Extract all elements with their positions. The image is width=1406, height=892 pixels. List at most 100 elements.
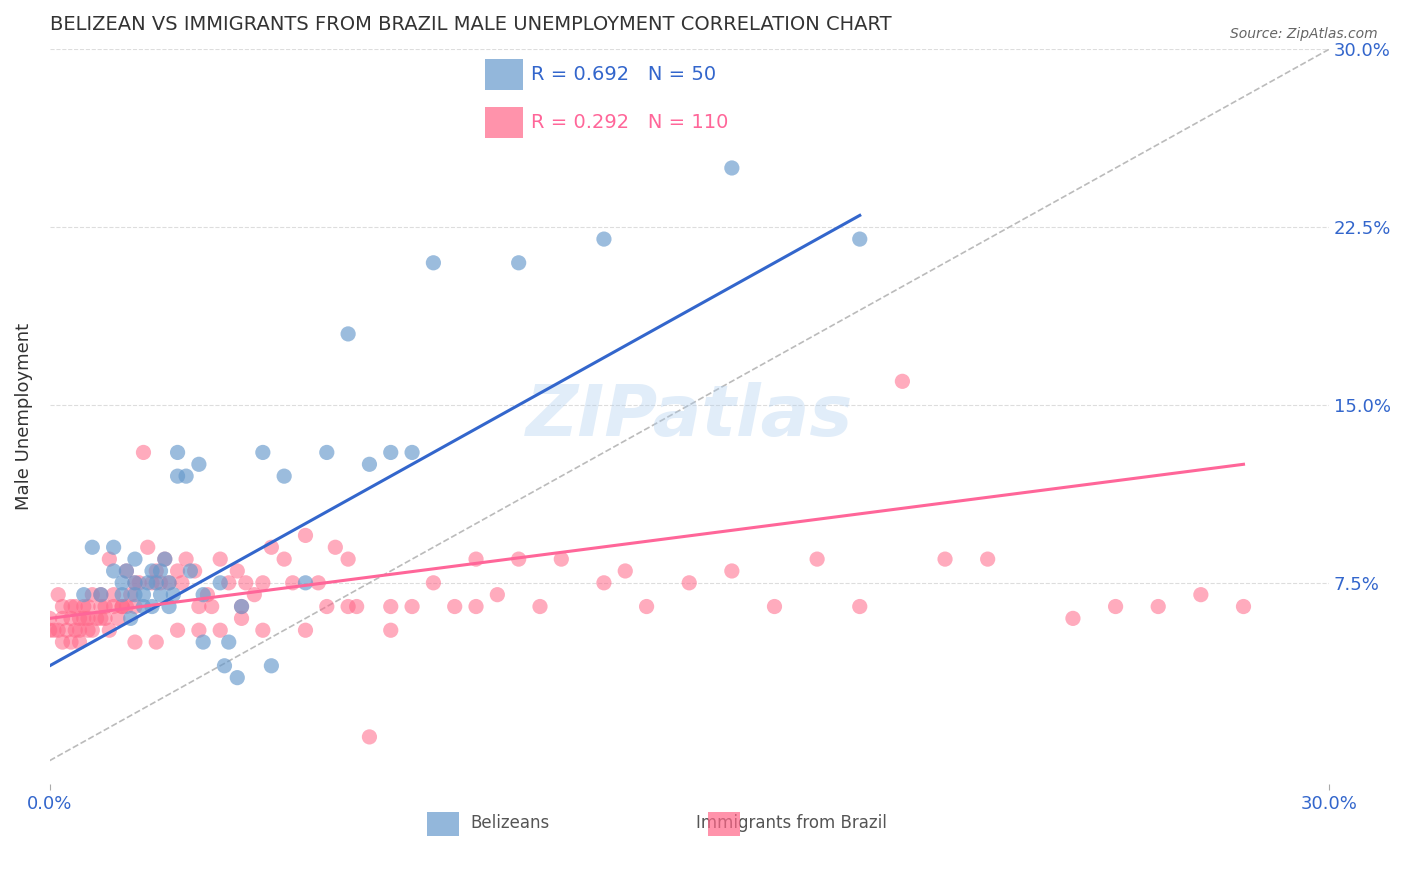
Belizeans bbox=[294, 575, 316, 590]
Belizeans bbox=[103, 564, 125, 578]
Belizeans bbox=[111, 575, 134, 590]
Belizeans bbox=[124, 552, 146, 566]
Immigrants from Brazil bbox=[183, 564, 205, 578]
Belizeans bbox=[315, 445, 337, 459]
Bar bbox=[709, 813, 741, 836]
Belizeans bbox=[136, 575, 159, 590]
Belizeans bbox=[252, 445, 274, 459]
Immigrants from Brazil bbox=[1232, 599, 1254, 614]
Immigrants from Brazil bbox=[42, 624, 65, 638]
Immigrants from Brazil bbox=[46, 588, 69, 602]
Immigrants from Brazil bbox=[359, 730, 381, 744]
Bar bbox=[485, 59, 523, 90]
Immigrants from Brazil bbox=[166, 564, 188, 578]
Immigrants from Brazil bbox=[115, 564, 138, 578]
Belizeans bbox=[132, 588, 155, 602]
Belizeans bbox=[82, 541, 104, 555]
Belizeans bbox=[103, 541, 125, 555]
Immigrants from Brazil bbox=[65, 599, 87, 614]
Immigrants from Brazil bbox=[315, 599, 337, 614]
Immigrants from Brazil bbox=[401, 599, 423, 614]
Immigrants from Brazil bbox=[69, 624, 91, 638]
Immigrants from Brazil bbox=[124, 635, 146, 649]
Belizeans bbox=[214, 658, 236, 673]
Belizeans bbox=[111, 588, 134, 602]
Immigrants from Brazil bbox=[721, 564, 744, 578]
Belizeans bbox=[209, 575, 232, 590]
Immigrants from Brazil bbox=[51, 635, 73, 649]
Belizeans bbox=[179, 564, 201, 578]
Belizeans bbox=[145, 575, 167, 590]
Belizeans bbox=[166, 469, 188, 483]
Belizeans bbox=[153, 552, 176, 566]
Immigrants from Brazil bbox=[763, 599, 786, 614]
Immigrants from Brazil bbox=[98, 552, 121, 566]
Immigrants from Brazil bbox=[235, 575, 257, 590]
Immigrants from Brazil bbox=[51, 599, 73, 614]
Immigrants from Brazil bbox=[107, 611, 129, 625]
Belizeans bbox=[174, 469, 197, 483]
Text: Belizeans: Belizeans bbox=[471, 814, 550, 832]
Immigrants from Brazil bbox=[115, 599, 138, 614]
Immigrants from Brazil bbox=[273, 552, 295, 566]
Belizeans bbox=[73, 588, 96, 602]
Immigrants from Brazil bbox=[465, 599, 488, 614]
Immigrants from Brazil bbox=[243, 588, 266, 602]
Belizeans bbox=[162, 588, 184, 602]
Immigrants from Brazil bbox=[73, 611, 96, 625]
Immigrants from Brazil bbox=[103, 599, 125, 614]
Belizeans bbox=[231, 599, 253, 614]
Immigrants from Brazil bbox=[187, 624, 209, 638]
Immigrants from Brazil bbox=[69, 611, 91, 625]
Text: ZIPatlas: ZIPatlas bbox=[526, 383, 853, 451]
Immigrants from Brazil bbox=[231, 599, 253, 614]
Immigrants from Brazil bbox=[281, 575, 304, 590]
Belizeans bbox=[115, 564, 138, 578]
Immigrants from Brazil bbox=[149, 575, 172, 590]
Immigrants from Brazil bbox=[124, 599, 146, 614]
Immigrants from Brazil bbox=[443, 599, 465, 614]
Immigrants from Brazil bbox=[231, 611, 253, 625]
Text: BELIZEAN VS IMMIGRANTS FROM BRAZIL MALE UNEMPLOYMENT CORRELATION CHART: BELIZEAN VS IMMIGRANTS FROM BRAZIL MALE … bbox=[49, 15, 891, 34]
Immigrants from Brazil bbox=[77, 611, 100, 625]
Belizeans bbox=[166, 445, 188, 459]
Immigrants from Brazil bbox=[593, 575, 616, 590]
Immigrants from Brazil bbox=[73, 599, 96, 614]
Belizeans bbox=[90, 588, 112, 602]
Immigrants from Brazil bbox=[1104, 599, 1126, 614]
Immigrants from Brazil bbox=[38, 624, 60, 638]
Belizeans bbox=[149, 588, 172, 602]
Immigrants from Brazil bbox=[166, 624, 188, 638]
Immigrants from Brazil bbox=[38, 611, 60, 625]
Immigrants from Brazil bbox=[226, 564, 249, 578]
Belizeans bbox=[157, 599, 180, 614]
Immigrants from Brazil bbox=[94, 611, 117, 625]
Immigrants from Brazil bbox=[201, 599, 224, 614]
Belizeans bbox=[187, 458, 209, 472]
Immigrants from Brazil bbox=[69, 635, 91, 649]
Immigrants from Brazil bbox=[59, 611, 82, 625]
Belizeans bbox=[721, 161, 744, 175]
Text: Source: ZipAtlas.com: Source: ZipAtlas.com bbox=[1230, 27, 1378, 41]
Immigrants from Brazil bbox=[197, 588, 219, 602]
Bar bbox=[485, 107, 523, 137]
Belizeans bbox=[141, 564, 163, 578]
Belizeans bbox=[593, 232, 616, 246]
Immigrants from Brazil bbox=[252, 624, 274, 638]
Immigrants from Brazil bbox=[65, 624, 87, 638]
Immigrants from Brazil bbox=[82, 588, 104, 602]
Immigrants from Brazil bbox=[848, 599, 870, 614]
Immigrants from Brazil bbox=[86, 611, 108, 625]
Immigrants from Brazil bbox=[636, 599, 658, 614]
Immigrants from Brazil bbox=[380, 599, 402, 614]
Immigrants from Brazil bbox=[111, 599, 134, 614]
Belizeans bbox=[380, 445, 402, 459]
Immigrants from Brazil bbox=[59, 635, 82, 649]
Immigrants from Brazil bbox=[82, 624, 104, 638]
Legend: Belizeans, Immigrants from Brazil: Belizeans, Immigrants from Brazil bbox=[284, 29, 710, 62]
Immigrants from Brazil bbox=[422, 575, 444, 590]
Immigrants from Brazil bbox=[465, 552, 488, 566]
Belizeans bbox=[508, 256, 530, 270]
Immigrants from Brazil bbox=[529, 599, 551, 614]
Immigrants from Brazil bbox=[170, 575, 193, 590]
